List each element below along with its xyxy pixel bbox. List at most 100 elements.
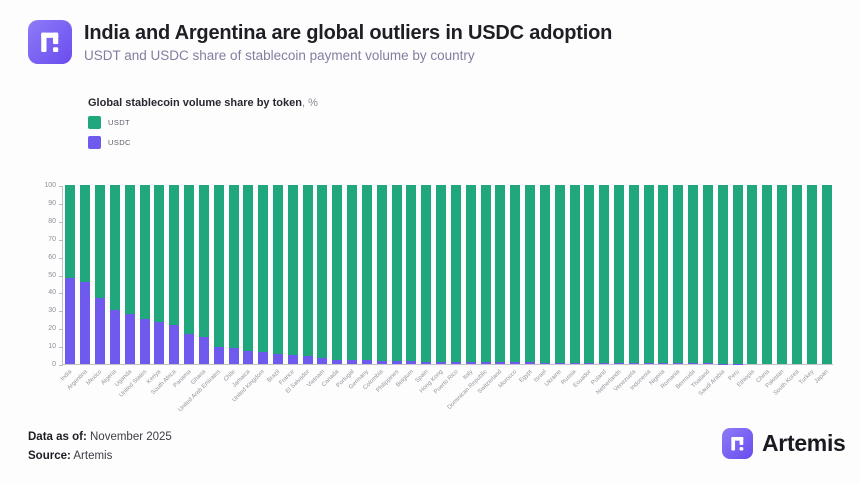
usdc-segment [243, 351, 254, 364]
usdc-segment [495, 362, 506, 364]
bar-jamaica [243, 185, 254, 364]
bar-spain [421, 185, 432, 364]
bar-russia [569, 185, 580, 364]
usdc-segment [525, 362, 536, 364]
y-tick-mark [59, 293, 63, 295]
usdt-segment [717, 185, 728, 364]
usdt-segment [450, 185, 461, 362]
bar-pakistan [777, 185, 788, 364]
usdt-segment [109, 185, 120, 311]
usdc-segment [614, 362, 624, 364]
bar-south-africa [169, 185, 180, 364]
bar-ukraine [554, 185, 565, 364]
usdt-segment [658, 185, 669, 364]
usdc-segment [628, 363, 639, 364]
y-tick-label: 100 [44, 182, 56, 189]
usdt-segment [791, 185, 802, 364]
bar-united-arab-emirates [213, 185, 224, 364]
legend-title: Global stablecoin volume share by token,… [88, 97, 318, 109]
usdc-segment [139, 319, 150, 364]
bar-brazil [272, 185, 283, 364]
bar-italy [465, 185, 476, 364]
usdt-segment [272, 185, 283, 355]
bar-dominican-republic [480, 185, 491, 364]
usdt-segment [747, 185, 758, 364]
usdc-segment [124, 313, 135, 364]
bar-kenya [154, 185, 165, 364]
usdt-segment [302, 185, 313, 356]
usdt-segment [436, 185, 447, 362]
y-tick-mark [59, 203, 63, 205]
usdc-segment [436, 361, 447, 364]
usdt-segment [628, 185, 639, 364]
bar-ecuador [584, 185, 595, 364]
usdt-segment [465, 185, 476, 363]
usdt-segment [376, 185, 387, 361]
usdt-segment [599, 185, 610, 363]
bar-algeria [109, 185, 120, 364]
usdc-segment [480, 362, 491, 364]
usdc-segment [258, 352, 269, 364]
legend-item-usdc: USDC [88, 136, 318, 149]
bar-thailand [702, 185, 713, 364]
usdc-segment [554, 362, 565, 364]
artemis-a-glyph [41, 32, 59, 52]
bar-portugal [347, 185, 358, 364]
stacked-bar-chart: 0 10 20 30 40 50 60 70 80 90 100 India Argentina Mexi… [44, 182, 833, 413]
bar-mexico [95, 185, 106, 364]
usdt-segment [228, 185, 239, 348]
usdc-segment [228, 347, 239, 364]
page-subtitle: USDT and USDC share of stablecoin paymen… [84, 48, 475, 63]
y-tick-mark [59, 347, 63, 349]
usdc-segment [361, 360, 372, 364]
usdt-segment [154, 185, 165, 322]
usdc-segment [406, 361, 417, 364]
bar-venezuela [628, 185, 639, 364]
usdc-segment [347, 360, 358, 364]
usdt-segment [821, 185, 832, 364]
usdc-swatch-icon [88, 136, 101, 149]
bar-romania [673, 185, 684, 364]
usdt-segment [702, 185, 713, 364]
usdc-segment [302, 355, 313, 364]
bar-ghana [198, 185, 209, 364]
x-tick-label: Turkey [797, 369, 816, 387]
usdt-segment [332, 185, 343, 360]
usdt-segment [317, 185, 328, 358]
bar-nigeria [658, 185, 669, 364]
bar-colombia [376, 185, 387, 364]
y-tick-mark [59, 239, 63, 241]
bar-belgium [406, 185, 417, 364]
usdt-segment [762, 185, 773, 364]
usdc-segment [450, 361, 461, 364]
usdc-segment [287, 355, 298, 364]
usdc-segment [584, 362, 595, 364]
bar-egypt [525, 185, 536, 364]
usdt-segment [80, 185, 91, 282]
bar-saudi-arabia [717, 185, 728, 364]
usdt-segment [391, 185, 402, 362]
usdt-segment [258, 185, 269, 353]
usdt-segment [421, 185, 432, 362]
usdc-segment [65, 278, 76, 364]
usdt-segment [65, 185, 76, 279]
legend-label-usdt: USDT [108, 118, 131, 127]
usdt-segment [139, 185, 150, 320]
data-as-of-value: November 2025 [86, 431, 172, 443]
y-tick-mark [59, 257, 63, 259]
page-title: India and Argentina are global outliers … [84, 22, 613, 44]
usdc-segment [510, 362, 521, 364]
usdc-segment [184, 333, 195, 364]
usdc-segment [688, 363, 699, 364]
chart-legend: Global stablecoin volume share by token,… [88, 97, 318, 149]
usdc-segment [376, 360, 387, 364]
usdt-segment [554, 185, 565, 363]
bar-uganda [124, 185, 135, 364]
usdt-segment [243, 185, 254, 352]
bar-france [287, 185, 298, 364]
usdc-segment [332, 359, 343, 364]
bar-poland [599, 185, 610, 364]
usdc-segment [272, 354, 283, 364]
source-note: Source: Artemis [28, 450, 112, 462]
usdc-segment [421, 361, 432, 364]
